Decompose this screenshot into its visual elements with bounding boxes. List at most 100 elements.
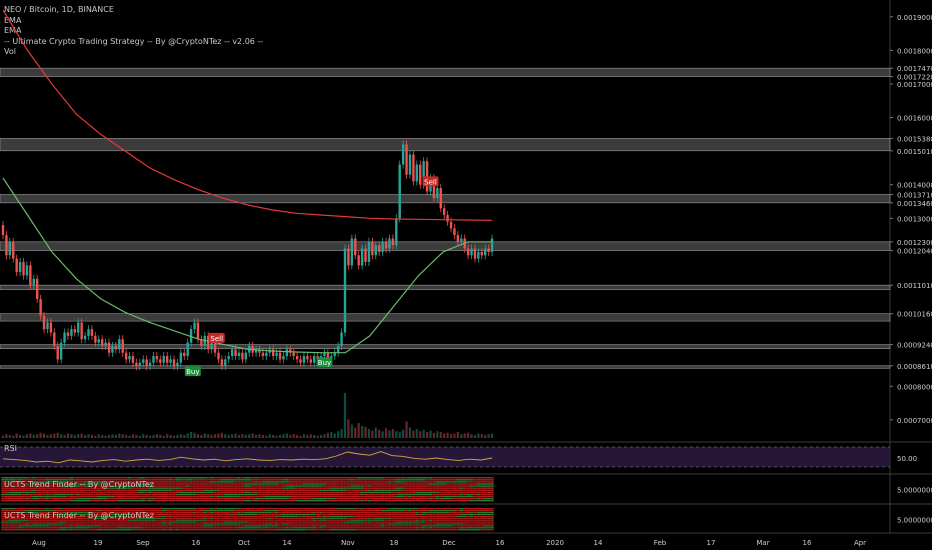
trend-finder-1-cell (69, 479, 74, 481)
trend-finder-1-cell (473, 493, 477, 496)
trend-finder-2-cell (391, 529, 395, 531)
trend-finder-2-cell (268, 519, 272, 521)
trend-finder-2-cell (394, 519, 399, 521)
trend-finder-1-cell (425, 481, 429, 483)
trend-finder-1-cell (97, 493, 101, 496)
trend-finder-2-cell (244, 527, 248, 529)
trend-finder-1-cell (271, 485, 275, 487)
trend-finder-1-cell (103, 497, 108, 500)
time-tick-label: 16 (803, 539, 812, 547)
trend-finder-2-cell (86, 529, 91, 531)
trend-finder-1-cell (271, 483, 275, 485)
legend-ema-2: EMA (4, 26, 22, 35)
trend-finder-1-cell (394, 485, 399, 487)
trend-finder-2-cell (391, 525, 395, 527)
trend-finder-1-cell (93, 477, 98, 479)
trend-finder-2-cell (452, 517, 457, 519)
trend-finder-2-cell (11, 519, 15, 521)
trend-finder-2-cell (384, 525, 388, 527)
trend-finder-2-cell (179, 525, 183, 527)
trend-finder-2-cell (384, 519, 388, 521)
trend-finder-2-cell (377, 521, 381, 523)
trend-finder-1-cell (179, 491, 183, 494)
trend-finder-2-cell (425, 517, 429, 519)
candle (165, 356, 169, 363)
volume-bar (39, 432, 42, 438)
trend-finder-1-cell (62, 499, 67, 502)
trend-finder-2-cell (254, 515, 258, 517)
trend-finder-1-cell (398, 485, 402, 487)
trend-finder-2-cell (401, 521, 405, 523)
trend-finder-2-cell (18, 511, 22, 514)
candle (378, 245, 381, 252)
trend-finder-1-cell (309, 497, 313, 500)
trend-finder-2-cell (42, 515, 46, 517)
trend-finder-2-cell (86, 511, 91, 514)
trend-finder-1-cell (356, 481, 361, 483)
trend-finder-1-cell (73, 481, 77, 483)
trend-finder-1-cell (114, 477, 118, 479)
trend-finder-1-cell (319, 491, 323, 494)
trend-finder-2-cell (216, 517, 221, 519)
trend-finder-2-cell (134, 511, 139, 514)
trend-finder-2-cell (298, 521, 303, 523)
trend-finder-2-cell (86, 527, 91, 529)
trend-finder-2-cell (428, 529, 433, 531)
trend-finder-2-cell (196, 525, 200, 527)
trend-finder-2-cell (309, 513, 313, 516)
trend-finder-2-cell (250, 519, 255, 521)
volume-bar (490, 433, 494, 438)
candle (42, 315, 46, 330)
trend-finder-2-cell (257, 513, 262, 516)
trend-finder-2-cell (356, 527, 361, 529)
trend-finder-1-cell (353, 483, 357, 485)
trend-finder-2-cell (326, 527, 330, 529)
trend-finder-1-cell (83, 479, 87, 481)
trend-finder-2-cell (240, 509, 245, 512)
trend-finder-1-cell (411, 499, 416, 502)
trend-finder-2-cell (240, 517, 245, 519)
trend-finder-2-cell (185, 523, 190, 525)
trend-finder-2-cell (339, 519, 344, 521)
trend-finder-2-cell (151, 515, 156, 517)
trend-finder-1-cell (213, 485, 217, 487)
trend-finder-1-cell (42, 499, 46, 502)
trend-finder-1-cell (25, 483, 29, 485)
trend-finder-2-cell (442, 523, 446, 525)
trend-finder-2-cell (192, 508, 197, 510)
trend-finder-2-cell (189, 521, 193, 523)
trend-finder-2-cell (179, 515, 183, 517)
trend-finder-2-cell (73, 511, 77, 514)
trend-finder-2-cell (35, 521, 39, 523)
trend-finder-1-cell (356, 491, 361, 494)
trend-finder-2-cell (387, 525, 392, 527)
trend-finder-2-cell (339, 523, 344, 525)
trend-finder-1-cell (69, 497, 74, 500)
trend-finder-2-cell (456, 515, 460, 517)
volume-bar (12, 435, 15, 438)
trend-finder-1-cell (230, 499, 234, 502)
candle (398, 164, 401, 219)
trend-finder-1-cell (127, 497, 132, 500)
trend-finder-1-cell (339, 499, 344, 502)
trend-finder-1-cell (124, 499, 128, 502)
trend-finder-2-cell (93, 519, 98, 521)
trend-finder-1-cell (158, 493, 163, 496)
trend-finder-1-cell (435, 495, 440, 498)
trend-finder-1-cell (281, 487, 286, 489)
trend-finder-2-cell (473, 519, 477, 521)
trend-finder-2-cell (144, 521, 149, 523)
trend-finder-1-cell (298, 479, 303, 481)
trend-finder-1-cell (333, 497, 337, 500)
trend-finder-1-cell (459, 499, 463, 502)
trend-finder-2-cell (11, 509, 15, 512)
trend-finder-2-cell (261, 527, 265, 529)
time-tick-label: Sep (136, 539, 150, 547)
trend-finder-1-cell (199, 497, 204, 500)
trend-finder-2-cell (442, 515, 446, 517)
trend-finder-2-cell (418, 525, 422, 527)
candle (210, 342, 213, 350)
trend-finder-2-cell (298, 515, 303, 517)
trend-finder-2-cell (466, 515, 470, 517)
